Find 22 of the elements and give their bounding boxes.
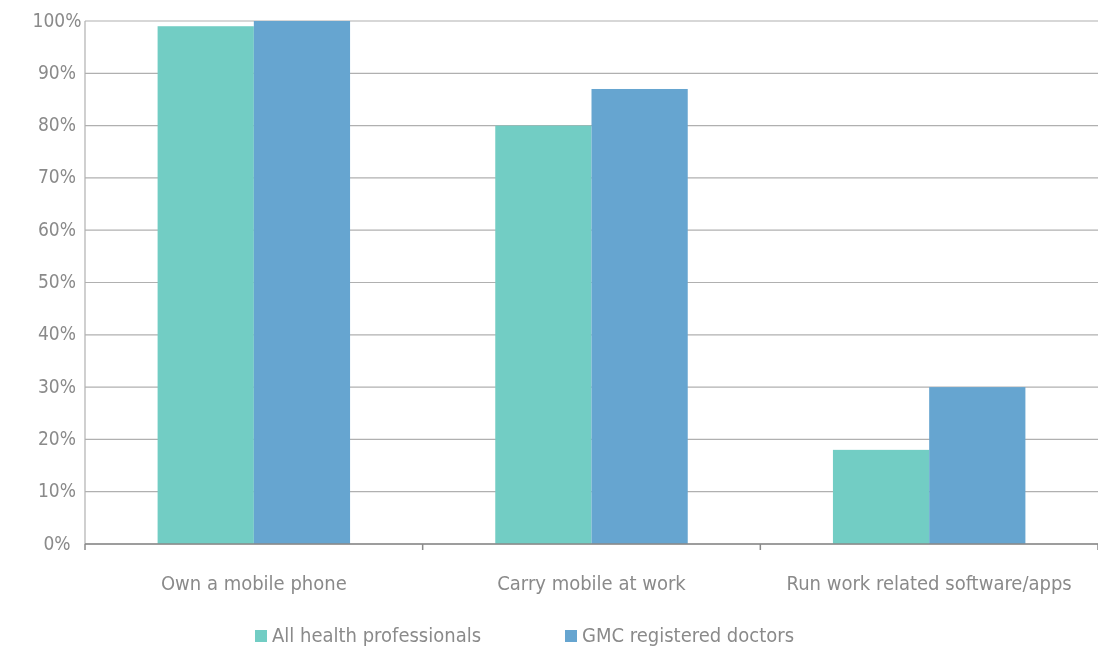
y-tick-label: 30% bbox=[38, 374, 76, 397]
y-tick-label: 20% bbox=[38, 426, 76, 449]
bar bbox=[157, 26, 254, 544]
y-tick-label: 40% bbox=[38, 322, 76, 345]
y-tick-label: 60% bbox=[38, 217, 76, 240]
y-tick-label: 70% bbox=[38, 165, 76, 188]
y-tick-label: 0% bbox=[43, 531, 71, 554]
x-tick-label: Own a mobile phone bbox=[160, 571, 347, 595]
legend-label: GMC registered doctors bbox=[582, 623, 795, 647]
y-tick-label: 10% bbox=[38, 479, 76, 502]
x-tick-label: Carry mobile at work bbox=[497, 571, 687, 595]
x-tick-label: Run work related software/apps bbox=[786, 571, 1072, 595]
y-tick-label: 80% bbox=[38, 113, 76, 136]
bar bbox=[253, 21, 351, 544]
legend-label: All health professionals bbox=[272, 623, 482, 647]
y-tick-label: 50% bbox=[38, 270, 76, 292]
bar bbox=[929, 387, 1026, 544]
y-tick-label: 100% bbox=[32, 8, 82, 31]
bar bbox=[832, 449, 930, 544]
bar bbox=[495, 125, 592, 544]
y-tick-label: 90% bbox=[38, 60, 76, 83]
bar bbox=[591, 88, 688, 544]
